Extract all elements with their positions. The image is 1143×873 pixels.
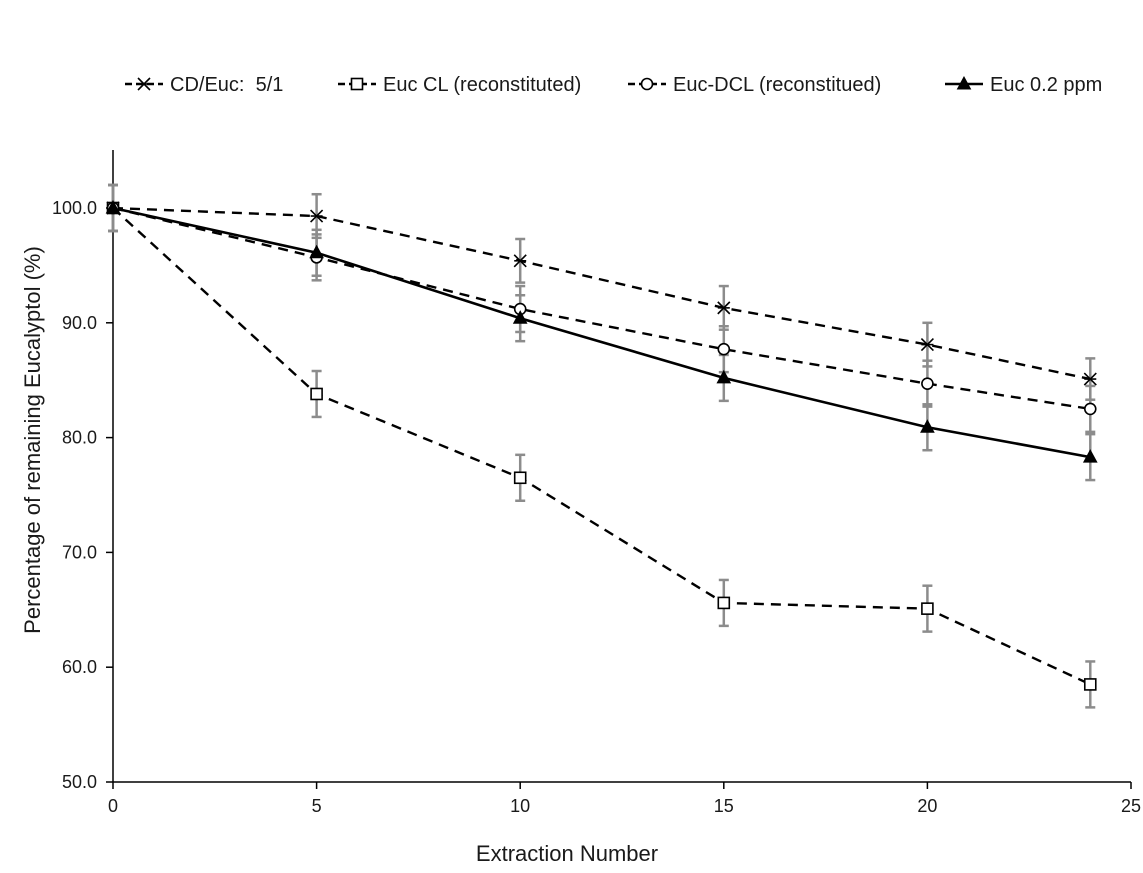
data-point-triangle	[920, 419, 935, 433]
legend-item: Euc 0.2 ppm	[945, 74, 1102, 96]
legend-marker-triangle	[956, 75, 972, 90]
data-point-circle	[1083, 402, 1097, 416]
legend-marker-square	[350, 77, 364, 91]
data-point-asterisk	[717, 301, 731, 315]
series-line-3	[112, 206, 1091, 411]
x-tick-label: 15	[714, 796, 734, 816]
error-bars	[108, 183, 1096, 709]
data-point-asterisk	[310, 209, 324, 223]
data-point-asterisk	[1083, 372, 1097, 386]
series-line-4	[112, 206, 1091, 459]
x-tick-label: 5	[312, 796, 322, 816]
y-tick-label: 100.0	[52, 198, 97, 218]
legend-marker-asterisk	[137, 77, 151, 91]
data-point-square	[310, 387, 323, 401]
y-tick-label: 80.0	[62, 428, 97, 448]
legend-label: CD/Euc: 5/1	[170, 74, 283, 96]
data-point-triangle	[105, 199, 121, 214]
data-point-square	[513, 471, 527, 485]
x-tick-label: 20	[917, 796, 937, 816]
data-point-square	[1083, 678, 1097, 691]
x-axis-label: Extraction Number	[476, 841, 658, 866]
legend: CD/Euc: 5/1 Euc CL (reconstituted) Euc-DCL…	[125, 74, 1102, 96]
data-point-circle	[717, 342, 731, 356]
data-point-triangle	[512, 310, 528, 324]
legend-label: Euc 0.2 ppm	[990, 74, 1102, 96]
x-tick-label: 0	[108, 796, 118, 816]
y-axis-label: Percentage of remaining Eucalyptol (%)	[20, 246, 45, 634]
legend-label: Euc-DCL (reconstitued)	[673, 74, 881, 96]
data-point-square	[717, 596, 731, 610]
data-point-triangle	[1082, 449, 1098, 463]
data-point-circle	[921, 377, 934, 390]
series-markers	[105, 199, 1098, 691]
series-line-2	[112, 207, 1091, 686]
legend-label: Euc CL (reconstituted)	[383, 74, 581, 96]
data-point-square	[921, 602, 934, 615]
y-tick-label: 50.0	[62, 772, 97, 792]
series-line-1	[112, 206, 1091, 381]
legend-item: Euc CL (reconstituted)	[338, 74, 581, 96]
legend-item: Euc-DCL (reconstitued)	[628, 74, 881, 96]
legend-item: CD/Euc: 5/1	[125, 74, 283, 96]
y-tick-label: 70.0	[62, 542, 97, 562]
data-point-triangle	[309, 244, 324, 259]
axes	[112, 150, 1131, 783]
y-tick-label: 60.0	[62, 657, 97, 677]
data-point-asterisk	[513, 254, 527, 268]
data-point-asterisk	[920, 338, 934, 352]
data-point-triangle	[716, 369, 732, 384]
x-tick-label: 10	[510, 796, 530, 816]
legend-marker-circle	[640, 77, 654, 91]
y-tick-label: 90.0	[62, 313, 97, 333]
y-axis-ticks: 50.0 60.0 70.0 80.0 90.0 100.0	[52, 198, 113, 792]
series-lines	[112, 206, 1091, 686]
x-axis-ticks: 0 5 10 15 20 25	[108, 782, 1141, 816]
x-tick-label: 25	[1121, 796, 1141, 816]
